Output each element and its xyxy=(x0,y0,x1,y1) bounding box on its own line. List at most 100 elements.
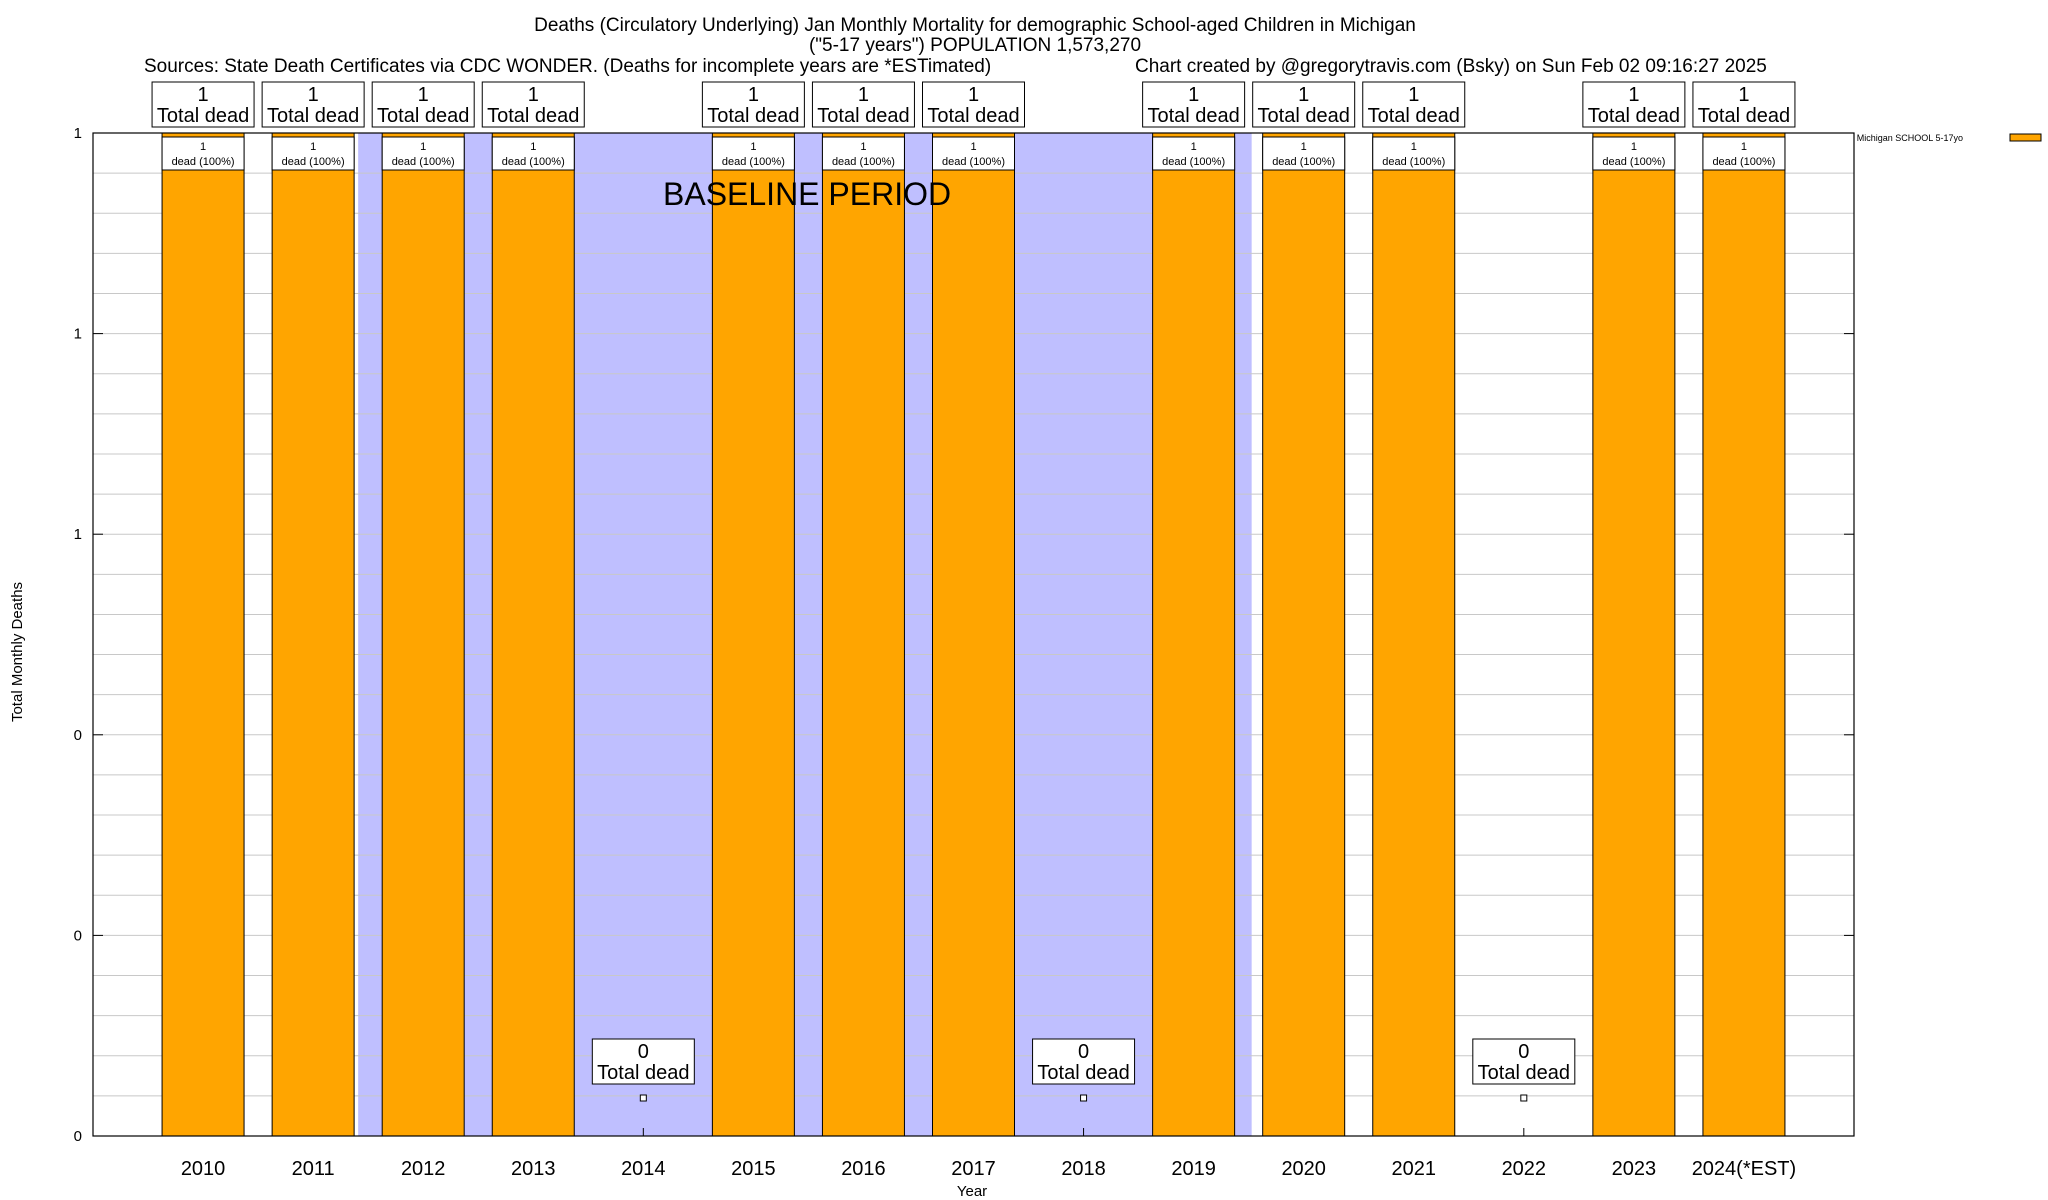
y-tick-label: 1 xyxy=(74,125,82,142)
total-label-value: 1 xyxy=(528,84,539,106)
x-tick-label: 2018 xyxy=(1061,1158,1106,1180)
total-label-box xyxy=(1582,81,1686,128)
bar-label-box xyxy=(932,136,1015,171)
bar-label-box xyxy=(271,136,355,171)
x-tick-label: 2021 xyxy=(1392,1158,1437,1180)
total-label-value: 0 xyxy=(638,1041,649,1063)
total-label-text: Total dead xyxy=(817,105,909,127)
bar xyxy=(381,132,465,1137)
bar-label-box xyxy=(821,136,905,171)
bar-label-value: 1 xyxy=(1741,141,1747,153)
bar-label-value: 1 xyxy=(1411,141,1417,153)
bar-label-value: 1 xyxy=(420,141,426,153)
total-label-value: 1 xyxy=(1408,84,1419,106)
bar-label-value: 1 xyxy=(1631,141,1637,153)
x-tick-label: 2023 xyxy=(1612,1158,1657,1180)
chart-title-line-1: Deaths (Circulatory Underlying) Jan Mont… xyxy=(534,15,1416,36)
x-tick-label: 2013 xyxy=(511,1158,556,1180)
bars-layer xyxy=(161,132,1786,1137)
total-label-box xyxy=(481,81,585,128)
bar-label-box xyxy=(1702,136,1786,171)
bar xyxy=(1372,132,1456,1137)
bar xyxy=(1702,132,1786,1137)
bar-label-text: dead (100%) xyxy=(1162,156,1225,168)
chart-sources: Sources: State Death Certificates via CD… xyxy=(144,56,991,77)
total-label-text: Total dead xyxy=(927,105,1019,127)
total-label-text: Total dead xyxy=(157,105,249,127)
total-label-value: 1 xyxy=(968,84,979,106)
total-label-box xyxy=(1692,81,1796,128)
total-label-value: 1 xyxy=(1188,84,1199,106)
bar-label-text: dead (100%) xyxy=(1712,156,1775,168)
bar-label-box xyxy=(1592,136,1676,171)
total-label-box xyxy=(591,1038,695,1085)
x-tick-label: 2024(*EST) xyxy=(1692,1158,1797,1180)
bar-label-box xyxy=(1262,136,1346,171)
total-label-box xyxy=(922,81,1025,128)
plot-frame xyxy=(92,132,1855,1137)
bar-label-text: dead (100%) xyxy=(282,156,345,168)
bar-label-text: dead (100%) xyxy=(392,156,455,168)
x-tick-label: 2012 xyxy=(401,1158,446,1180)
bar-label-value: 1 xyxy=(310,141,316,153)
total-label-value: 1 xyxy=(418,84,429,106)
total-label-value: 0 xyxy=(1078,1041,1089,1063)
bar-label-box xyxy=(1152,136,1236,171)
total-label-box xyxy=(1252,81,1356,128)
bar-label-box xyxy=(491,136,575,171)
x-tick-label: 2019 xyxy=(1171,1158,1216,1180)
total-label-text: Total dead xyxy=(1588,105,1680,127)
bar-label-text: dead (100%) xyxy=(1272,156,1335,168)
bar-label-value: 1 xyxy=(860,141,866,153)
total-label-text: Total dead xyxy=(1478,1062,1570,1084)
bar-label-value: 1 xyxy=(750,141,756,153)
y-axis-label: Total Monthly Deaths xyxy=(9,582,26,722)
x-tick-label: 2017 xyxy=(951,1158,996,1180)
bar xyxy=(821,132,905,1137)
bar-label-text: dead (100%) xyxy=(502,156,565,168)
bar xyxy=(161,132,245,1137)
x-tick-label: 2015 xyxy=(731,1158,776,1180)
x-tick-label: 2020 xyxy=(1281,1158,1326,1180)
total-label-text: Total dead xyxy=(597,1062,689,1084)
bar-label-text: dead (100%) xyxy=(1382,156,1445,168)
bar xyxy=(1262,132,1346,1137)
total-label-value: 1 xyxy=(198,84,209,106)
total-label-text: Total dead xyxy=(267,105,359,127)
zero-marker xyxy=(639,1094,647,1102)
total-label-text: Total dead xyxy=(707,105,799,127)
bar-label-value: 1 xyxy=(970,141,976,153)
total-label-value: 1 xyxy=(1738,84,1749,106)
legend-swatch xyxy=(2009,133,2042,142)
bar-label-box xyxy=(711,136,795,171)
total-label-box xyxy=(1032,1038,1136,1085)
chart-title-line-2: ("5-17 years") POPULATION 1,573,270 xyxy=(809,35,1141,56)
total-label-text: Total dead xyxy=(377,105,469,127)
total-label-box xyxy=(261,81,365,128)
total-label-box xyxy=(1472,1038,1576,1085)
legend-label: Michigan SCHOOL 5-17yo xyxy=(1857,133,1963,143)
zero-marker xyxy=(1520,1094,1528,1102)
total-label-text: Total dead xyxy=(1698,105,1790,127)
bar-label-text: dead (100%) xyxy=(172,156,235,168)
total-label-box xyxy=(371,81,475,128)
total-label-box xyxy=(1142,81,1246,128)
x-tick-label: 2010 xyxy=(181,1158,226,1180)
total-label-value: 1 xyxy=(308,84,319,106)
total-label-value: 1 xyxy=(858,84,869,106)
bar-label-value: 1 xyxy=(530,141,536,153)
bar xyxy=(1592,132,1676,1137)
y-tick-label: 0 xyxy=(74,927,82,944)
bar-label-text: dead (100%) xyxy=(942,156,1005,168)
total-label-value: 1 xyxy=(1298,84,1309,106)
total-label-value: 1 xyxy=(748,84,759,106)
bar-label-value: 1 xyxy=(1191,141,1197,153)
bar xyxy=(491,132,575,1137)
x-axis-label: Year xyxy=(957,1183,987,1200)
y-tick-label: 1 xyxy=(74,326,82,343)
y-tick-label: 0 xyxy=(74,1128,82,1145)
total-label-text: Total dead xyxy=(1368,105,1460,127)
y-tick-label: 1 xyxy=(74,526,82,543)
bar-label-text: dead (100%) xyxy=(722,156,785,168)
